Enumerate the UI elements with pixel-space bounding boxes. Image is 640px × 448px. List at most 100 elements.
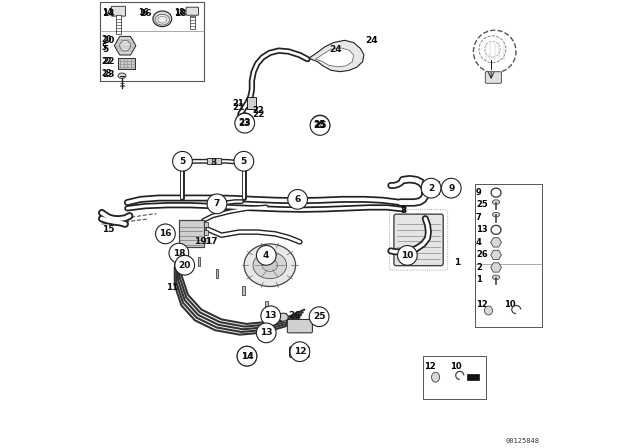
Text: 15: 15: [102, 225, 115, 234]
Ellipse shape: [474, 30, 516, 73]
Circle shape: [310, 115, 330, 134]
Text: 17: 17: [205, 237, 218, 246]
FancyBboxPatch shape: [186, 7, 198, 15]
Text: 11: 11: [166, 283, 179, 292]
Ellipse shape: [493, 275, 500, 280]
Text: 20: 20: [179, 261, 191, 270]
Text: 25: 25: [313, 312, 325, 321]
Bar: [190, 16, 195, 29]
Ellipse shape: [155, 14, 170, 25]
Text: 12: 12: [294, 347, 306, 356]
Bar: [265, 301, 268, 310]
Text: 4: 4: [263, 251, 269, 260]
Text: 2: 2: [476, 263, 482, 272]
Circle shape: [237, 346, 257, 366]
Text: 00125848: 00125848: [506, 439, 540, 444]
Circle shape: [235, 113, 255, 133]
FancyBboxPatch shape: [485, 72, 502, 83]
Text: 10: 10: [450, 362, 461, 370]
Circle shape: [309, 307, 329, 327]
Text: 16: 16: [138, 9, 151, 18]
Ellipse shape: [493, 200, 500, 204]
Text: 14: 14: [102, 9, 115, 18]
Text: 10: 10: [504, 300, 515, 309]
Bar: [467, 374, 479, 380]
Bar: [212, 158, 221, 164]
Bar: [100, 2, 204, 81]
Ellipse shape: [479, 36, 506, 63]
Bar: [283, 313, 285, 322]
Text: 26: 26: [289, 311, 301, 320]
Ellipse shape: [484, 41, 500, 57]
Bar: [177, 244, 180, 253]
FancyBboxPatch shape: [394, 214, 443, 266]
Text: 24: 24: [329, 45, 342, 54]
Bar: [204, 230, 208, 235]
Text: 7: 7: [214, 199, 220, 208]
Circle shape: [234, 151, 253, 171]
Text: 14: 14: [241, 352, 253, 361]
Text: 12: 12: [476, 300, 488, 309]
Text: 23: 23: [239, 118, 251, 127]
Circle shape: [175, 255, 195, 275]
Text: 13: 13: [264, 311, 277, 320]
Ellipse shape: [484, 306, 493, 315]
Circle shape: [156, 224, 175, 244]
Ellipse shape: [253, 252, 287, 279]
FancyBboxPatch shape: [422, 181, 440, 194]
Circle shape: [261, 306, 280, 326]
Text: 14: 14: [241, 352, 253, 361]
Text: 1: 1: [476, 276, 482, 284]
Text: 5: 5: [179, 157, 186, 166]
Text: 25: 25: [314, 120, 326, 129]
Text: 6: 6: [294, 195, 301, 204]
Text: 1: 1: [454, 258, 461, 267]
Circle shape: [236, 113, 254, 132]
Text: 23: 23: [102, 70, 115, 79]
Ellipse shape: [244, 244, 296, 287]
Text: 5: 5: [241, 157, 247, 166]
Text: 16: 16: [138, 9, 149, 17]
Text: 10: 10: [401, 251, 413, 260]
Ellipse shape: [493, 212, 500, 217]
Text: 5: 5: [102, 45, 108, 54]
Text: 5: 5: [102, 43, 107, 52]
Text: 2: 2: [428, 184, 434, 193]
Circle shape: [312, 116, 330, 134]
Text: 25: 25: [314, 121, 326, 130]
Ellipse shape: [158, 16, 167, 23]
Text: 13: 13: [260, 328, 273, 337]
Text: 26: 26: [476, 250, 488, 259]
Text: 18: 18: [173, 249, 185, 258]
Text: 23: 23: [102, 69, 113, 78]
Text: 19: 19: [194, 237, 206, 246]
Circle shape: [288, 190, 307, 209]
Bar: [204, 238, 208, 243]
Ellipse shape: [278, 313, 288, 321]
Bar: [423, 356, 486, 399]
Bar: [207, 158, 215, 164]
Polygon shape: [308, 40, 364, 72]
Circle shape: [207, 194, 227, 214]
Bar: [316, 123, 324, 132]
Polygon shape: [316, 48, 353, 67]
Bar: [243, 286, 245, 295]
Text: 14: 14: [102, 9, 113, 17]
Text: 13: 13: [476, 225, 488, 234]
Text: 9: 9: [448, 184, 454, 193]
Bar: [184, 249, 187, 258]
Circle shape: [237, 346, 257, 366]
Ellipse shape: [431, 372, 440, 382]
Circle shape: [442, 178, 461, 198]
Text: 20: 20: [102, 35, 113, 44]
Bar: [118, 58, 136, 69]
Circle shape: [257, 246, 276, 265]
Bar: [248, 97, 257, 109]
Bar: [474, 184, 541, 327]
Circle shape: [257, 323, 276, 343]
Text: 20: 20: [102, 36, 114, 45]
Text: 3: 3: [210, 158, 216, 167]
FancyBboxPatch shape: [111, 6, 125, 16]
Text: 21: 21: [232, 103, 245, 112]
FancyBboxPatch shape: [287, 319, 312, 333]
